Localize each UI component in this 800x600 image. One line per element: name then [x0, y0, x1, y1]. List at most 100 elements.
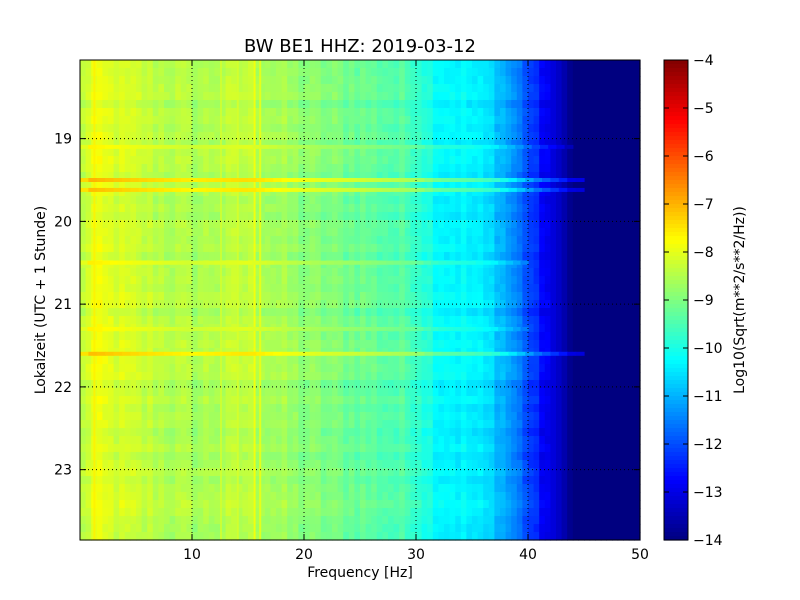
heatmap-cell [511, 292, 518, 301]
heatmap-cell [595, 428, 602, 437]
heatmap-cell [410, 436, 417, 445]
heatmap-cell [561, 60, 568, 69]
heatmap-cell [371, 308, 378, 317]
heatmap-cell [281, 92, 288, 101]
heatmap-cell [264, 156, 271, 165]
heatmap-cell [276, 84, 283, 93]
heatmap-cell [584, 116, 591, 125]
heatmap-cell [365, 252, 372, 261]
heatmap-cell [203, 188, 210, 197]
heatmap-cell [231, 300, 238, 309]
heatmap-cell [556, 172, 563, 181]
heatmap-cell [578, 116, 585, 125]
heatmap-cell [589, 348, 596, 357]
heatmap-cell [449, 124, 456, 133]
heatmap-cell [600, 140, 607, 149]
heatmap-cell [147, 356, 154, 365]
heatmap-cell [399, 220, 406, 229]
heatmap-cell [410, 372, 417, 381]
heatmap-cell [108, 428, 115, 437]
heatmap-cell [623, 60, 630, 69]
heatmap-cell [466, 108, 473, 117]
heatmap-cell [500, 428, 507, 437]
heatmap-cell [488, 268, 495, 277]
heatmap-cell [231, 220, 238, 229]
heatmap-cell [242, 76, 249, 85]
heatmap-cell [416, 84, 423, 93]
heatmap-cell [550, 108, 557, 117]
heatmap-cell [488, 228, 495, 237]
heatmap-cell [169, 164, 176, 173]
heatmap-cell [416, 300, 423, 309]
heatmap-cell [348, 172, 355, 181]
heatmap-cell [584, 180, 591, 189]
heatmap-cell [567, 316, 574, 325]
heatmap-cell [124, 148, 131, 157]
heatmap-cell [556, 324, 563, 333]
heatmap-cell [102, 340, 109, 349]
heatmap-cell [388, 292, 395, 301]
heatmap-cell [533, 252, 540, 261]
heatmap-cell [80, 148, 87, 157]
heatmap-cell [533, 332, 540, 341]
heatmap-cell [505, 372, 512, 381]
heatmap-cell [85, 132, 92, 141]
heatmap-cell [432, 100, 439, 109]
heatmap-cell [528, 420, 535, 429]
heatmap-cell [595, 316, 602, 325]
heatmap-cell [169, 412, 176, 421]
heatmap-cell [634, 156, 641, 165]
heatmap-cell [606, 348, 613, 357]
heatmap-cell [623, 260, 630, 269]
heatmap-cell [236, 276, 243, 285]
heatmap-cell [628, 60, 635, 69]
heatmap-cell [567, 84, 574, 93]
heatmap-cell [584, 76, 591, 85]
heatmap-cell [483, 428, 490, 437]
heatmap-cell [320, 60, 327, 69]
heatmap-cell [578, 60, 585, 69]
heatmap-cell [533, 396, 540, 405]
heatmap-cell [578, 212, 585, 221]
heatmap-cell [292, 444, 299, 453]
heatmap-cell [203, 100, 210, 109]
heatmap-cell [248, 372, 255, 381]
heatmap-cell [85, 420, 92, 429]
heatmap-cell [85, 116, 92, 125]
heatmap-cell [164, 68, 171, 77]
heatmap-cell [472, 100, 479, 109]
heatmap-cell [432, 212, 439, 221]
heatmap-cell [606, 268, 613, 277]
heatmap-cell [130, 196, 137, 205]
heatmap-cell [600, 60, 607, 69]
heatmap-cell [186, 452, 193, 461]
heatmap-cell [623, 196, 630, 205]
heatmap-cell [561, 444, 568, 453]
heatmap-cell [460, 92, 467, 101]
heatmap-cell [477, 124, 484, 133]
heatmap-cell [169, 188, 176, 197]
heatmap-cell [623, 388, 630, 397]
heatmap-cell [80, 228, 87, 237]
heatmap-cell [556, 332, 563, 341]
heatmap-cell [612, 196, 619, 205]
heatmap-cell [180, 356, 187, 365]
heatmap-cell [466, 276, 473, 285]
heatmap-cell [561, 84, 568, 93]
heatmap-cell [528, 412, 535, 421]
heatmap-cell [421, 364, 428, 373]
heatmap-cell [242, 100, 249, 109]
heatmap-cell [332, 388, 339, 397]
heatmap-cell [292, 412, 299, 421]
heatmap-cell [466, 60, 473, 69]
heatmap-cell [231, 412, 238, 421]
heatmap-cell [584, 324, 591, 333]
heatmap-cell [102, 164, 109, 173]
heatmap-cell [136, 372, 143, 381]
heatmap-cell [444, 340, 451, 349]
heatmap-cell [175, 100, 182, 109]
heatmap-cell [539, 60, 546, 69]
heatmap-cell [326, 228, 333, 237]
heatmap-cell [376, 268, 383, 277]
heatmap-cell [438, 92, 445, 101]
